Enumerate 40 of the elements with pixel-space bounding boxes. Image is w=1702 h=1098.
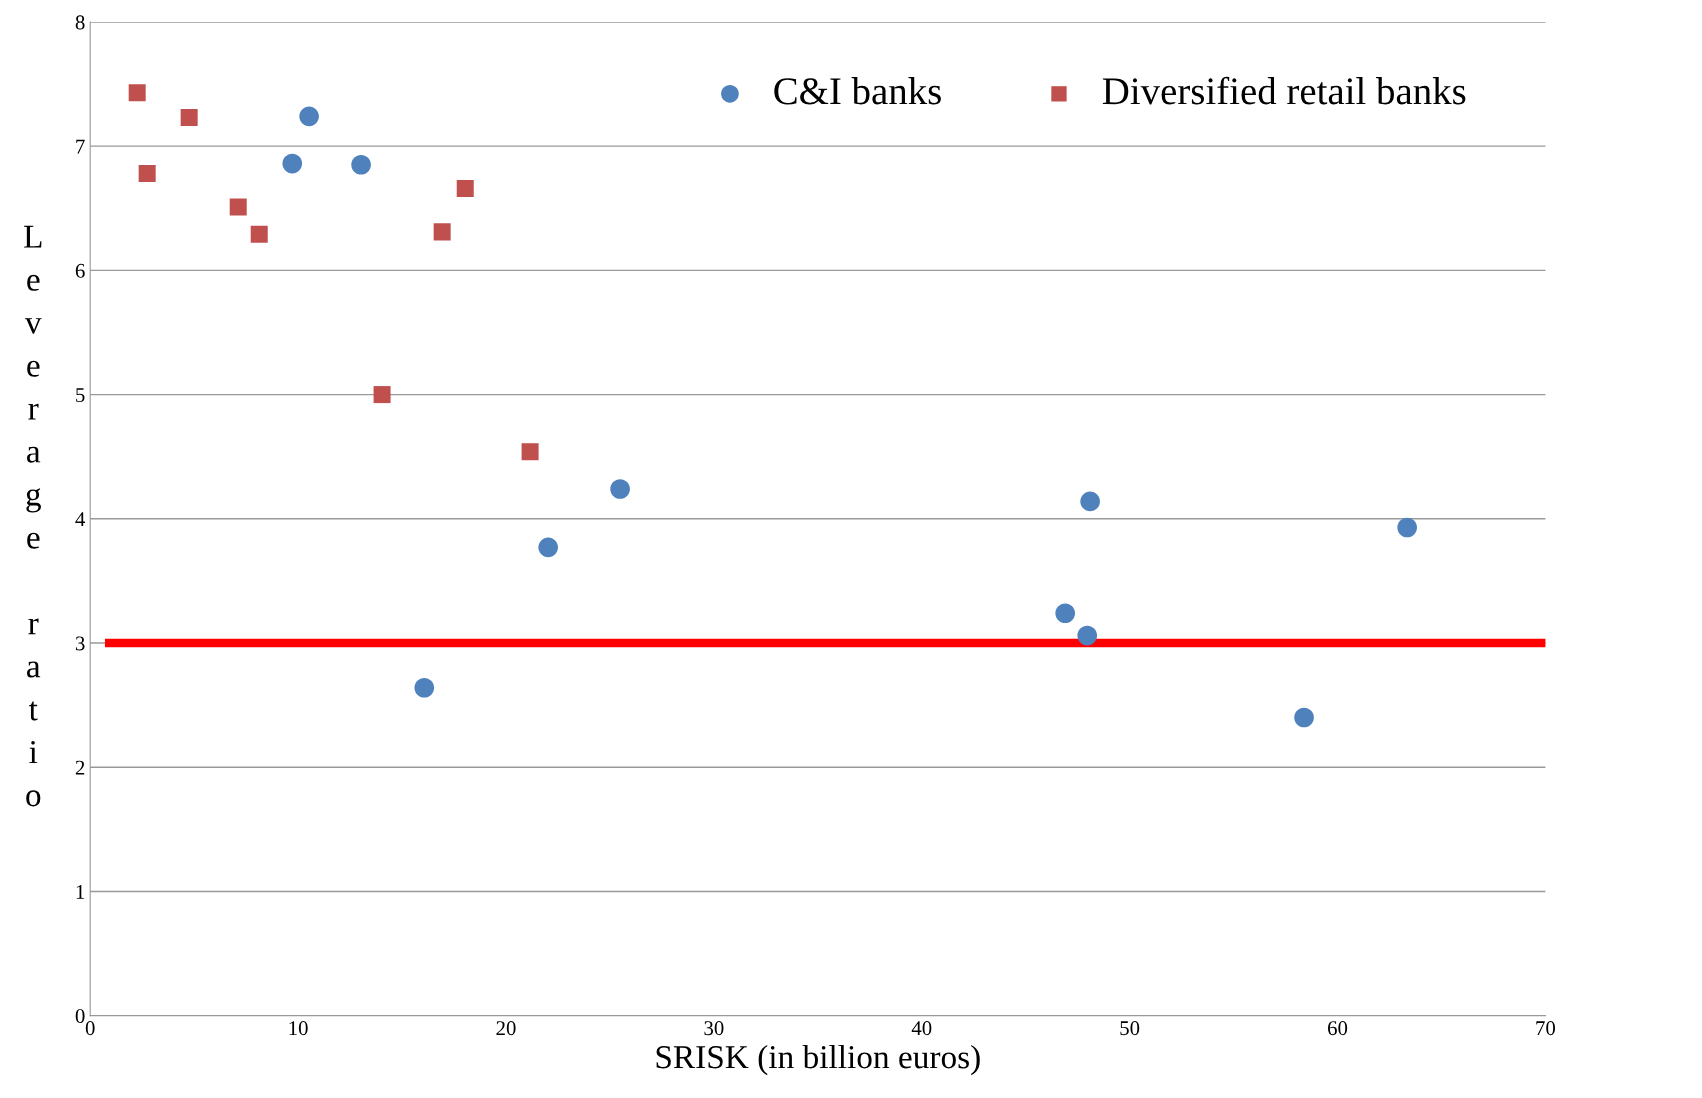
y-tick-label: 6 [75, 263, 85, 278]
legend-label: Diversified retail banks [1102, 76, 1466, 105]
point [128, 84, 146, 102]
y-tick-label: 4 [75, 512, 86, 527]
x-tick-label: 30 [704, 1021, 724, 1036]
x-tick-label: 70 [1536, 1021, 1556, 1036]
point [282, 153, 303, 174]
y-tick-label: 8 [75, 15, 85, 30]
point [299, 106, 319, 127]
point [1055, 603, 1076, 624]
point [538, 537, 558, 558]
y-tick-label: 7 [76, 139, 85, 154]
y-tick-label: 0 [75, 1009, 85, 1024]
y-tick-label: 3 [75, 636, 85, 651]
point [229, 198, 247, 216]
point [433, 223, 451, 241]
point [351, 154, 371, 175]
x-tick-label: 10 [289, 1021, 308, 1036]
text: Leverage ratio [24, 225, 42, 807]
x-tick-label: 50 [1120, 1021, 1140, 1036]
y-tick-label: 2 [75, 760, 85, 775]
x-tick-label: 20 [496, 1021, 516, 1036]
point [414, 677, 435, 698]
legend-label: C&I banks [774, 77, 941, 105]
point [456, 179, 474, 197]
point [1397, 517, 1417, 538]
x-tick-label: 40 [911, 1021, 932, 1036]
point [180, 109, 198, 127]
point [250, 225, 268, 243]
point [1080, 491, 1100, 512]
point [1077, 625, 1098, 646]
point [610, 479, 630, 499]
y-tick-label: 5 [76, 388, 85, 403]
point [138, 164, 156, 182]
point [521, 443, 539, 461]
point [1294, 707, 1314, 728]
x-axis-title: SRISK (in billion euros) [656, 1044, 980, 1076]
point [373, 386, 391, 404]
x-tick-label: 60 [1328, 1021, 1348, 1036]
y-tick-label: 1 [76, 884, 85, 899]
